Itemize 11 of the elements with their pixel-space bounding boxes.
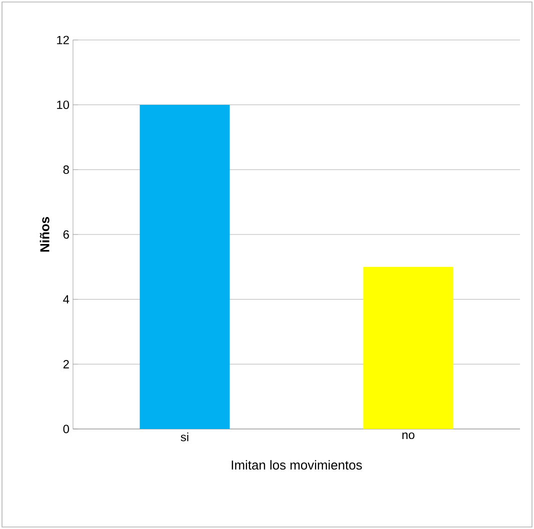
x-axis-title: Imitan los movimientos (232, 460, 362, 470)
y-tick-label: 10 (57, 100, 70, 110)
y-axis-title: Niños (40, 217, 50, 252)
y-tick-label: 2 (63, 360, 69, 368)
y-tick-label: 6 (63, 230, 69, 239)
x-tick-label: si (180, 432, 188, 442)
x-tick-label: no (402, 432, 414, 440)
y-tick-label: 12 (57, 36, 69, 44)
y-tick-label: 0 (63, 424, 70, 434)
y-tick-label: 4 (63, 295, 70, 304)
y-tick-label: 8 (63, 165, 69, 174)
